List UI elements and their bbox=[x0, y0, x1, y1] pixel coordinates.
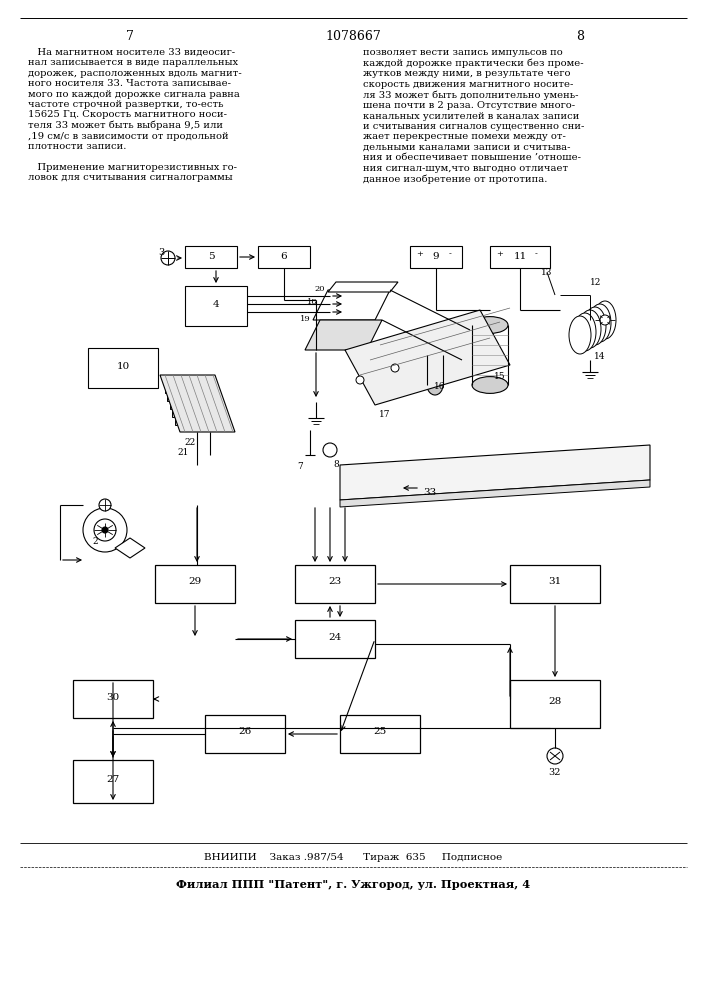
Text: 31: 31 bbox=[549, 578, 561, 586]
Ellipse shape bbox=[584, 307, 606, 345]
Text: 1078667: 1078667 bbox=[325, 30, 381, 43]
Text: На магнитном носителе 33 видеосиг-
нал записывается в виде параллельных
дорожек,: На магнитном носителе 33 видеосиг- нал з… bbox=[28, 48, 242, 182]
Text: ВНИИПИ    Заказ .987/54      Тираж  635     Подписное: ВНИИПИ Заказ .987/54 Тираж 635 Подписное bbox=[204, 853, 502, 862]
Polygon shape bbox=[328, 282, 398, 292]
Bar bbox=[295, 565, 375, 603]
Text: -: - bbox=[535, 250, 538, 258]
Polygon shape bbox=[305, 320, 382, 350]
Bar bbox=[510, 565, 600, 603]
Ellipse shape bbox=[579, 310, 601, 348]
Polygon shape bbox=[160, 375, 235, 432]
Bar bbox=[185, 246, 237, 268]
Text: 5: 5 bbox=[208, 252, 214, 261]
Text: 14: 14 bbox=[595, 352, 606, 361]
Text: 15: 15 bbox=[494, 372, 506, 381]
Polygon shape bbox=[175, 412, 215, 425]
Text: 10: 10 bbox=[117, 362, 129, 371]
Text: -: - bbox=[449, 250, 452, 258]
Circle shape bbox=[391, 364, 399, 372]
Bar bbox=[185, 286, 247, 326]
Text: 18: 18 bbox=[307, 298, 317, 306]
Polygon shape bbox=[313, 290, 390, 320]
Bar bbox=[73, 680, 153, 718]
Text: 2: 2 bbox=[92, 537, 98, 546]
Bar bbox=[88, 348, 158, 388]
Ellipse shape bbox=[594, 301, 616, 339]
Bar bbox=[155, 565, 235, 603]
Text: позволяет вести запись импульсов по
каждой дорожке практически без проме-
жутков: позволяет вести запись импульсов по кажд… bbox=[363, 48, 585, 184]
Ellipse shape bbox=[589, 304, 611, 342]
Text: 25: 25 bbox=[373, 728, 387, 736]
Ellipse shape bbox=[427, 375, 443, 395]
Polygon shape bbox=[168, 388, 207, 401]
Text: 33: 33 bbox=[423, 488, 437, 497]
Bar bbox=[490, 246, 550, 268]
Polygon shape bbox=[173, 404, 212, 417]
Text: 11: 11 bbox=[513, 252, 527, 261]
Text: 3: 3 bbox=[158, 248, 164, 257]
Text: 7: 7 bbox=[126, 30, 134, 43]
Circle shape bbox=[94, 519, 116, 541]
Circle shape bbox=[323, 443, 337, 457]
Ellipse shape bbox=[574, 313, 596, 351]
Circle shape bbox=[547, 748, 563, 764]
Text: 16: 16 bbox=[434, 382, 445, 391]
Text: 20: 20 bbox=[315, 285, 325, 293]
Text: 8: 8 bbox=[333, 460, 339, 469]
Text: 7: 7 bbox=[297, 462, 303, 471]
Polygon shape bbox=[170, 396, 210, 409]
Circle shape bbox=[356, 376, 364, 384]
Bar bbox=[73, 760, 153, 803]
Circle shape bbox=[99, 499, 111, 511]
Text: 12: 12 bbox=[590, 278, 602, 287]
Polygon shape bbox=[165, 380, 205, 393]
Text: 17: 17 bbox=[379, 410, 391, 419]
Text: Филиал ППП "Патент", г. Ужгород, ул. Проектная, 4: Филиал ППП "Патент", г. Ужгород, ул. Про… bbox=[176, 879, 530, 890]
Text: 8: 8 bbox=[576, 30, 584, 43]
Text: 27: 27 bbox=[106, 775, 119, 784]
Bar bbox=[258, 246, 310, 268]
Circle shape bbox=[600, 315, 610, 325]
Text: 19: 19 bbox=[300, 315, 310, 323]
Text: +: + bbox=[496, 250, 503, 258]
Text: 21: 21 bbox=[177, 448, 189, 457]
Bar bbox=[295, 620, 375, 658]
Text: 23: 23 bbox=[328, 578, 341, 586]
Bar bbox=[205, 715, 285, 753]
Text: 24: 24 bbox=[328, 633, 341, 642]
Ellipse shape bbox=[472, 317, 508, 333]
Text: 26: 26 bbox=[238, 728, 252, 736]
Bar bbox=[340, 715, 420, 753]
Bar bbox=[410, 246, 462, 268]
Polygon shape bbox=[340, 445, 650, 500]
Text: 4: 4 bbox=[213, 300, 219, 309]
Ellipse shape bbox=[427, 345, 443, 365]
Text: 32: 32 bbox=[549, 768, 561, 777]
Polygon shape bbox=[115, 538, 145, 558]
Bar bbox=[510, 680, 600, 728]
Polygon shape bbox=[345, 310, 510, 405]
Text: 13: 13 bbox=[542, 268, 553, 277]
Text: 30: 30 bbox=[106, 692, 119, 702]
Text: +: + bbox=[416, 250, 423, 258]
Text: 29: 29 bbox=[188, 578, 201, 586]
Ellipse shape bbox=[472, 377, 508, 393]
Circle shape bbox=[83, 508, 127, 552]
Text: 28: 28 bbox=[549, 698, 561, 706]
Text: 6: 6 bbox=[281, 252, 287, 261]
Circle shape bbox=[102, 527, 108, 533]
Text: 22: 22 bbox=[185, 438, 196, 447]
Ellipse shape bbox=[569, 316, 591, 354]
Text: 9: 9 bbox=[433, 252, 439, 261]
Polygon shape bbox=[340, 480, 650, 507]
